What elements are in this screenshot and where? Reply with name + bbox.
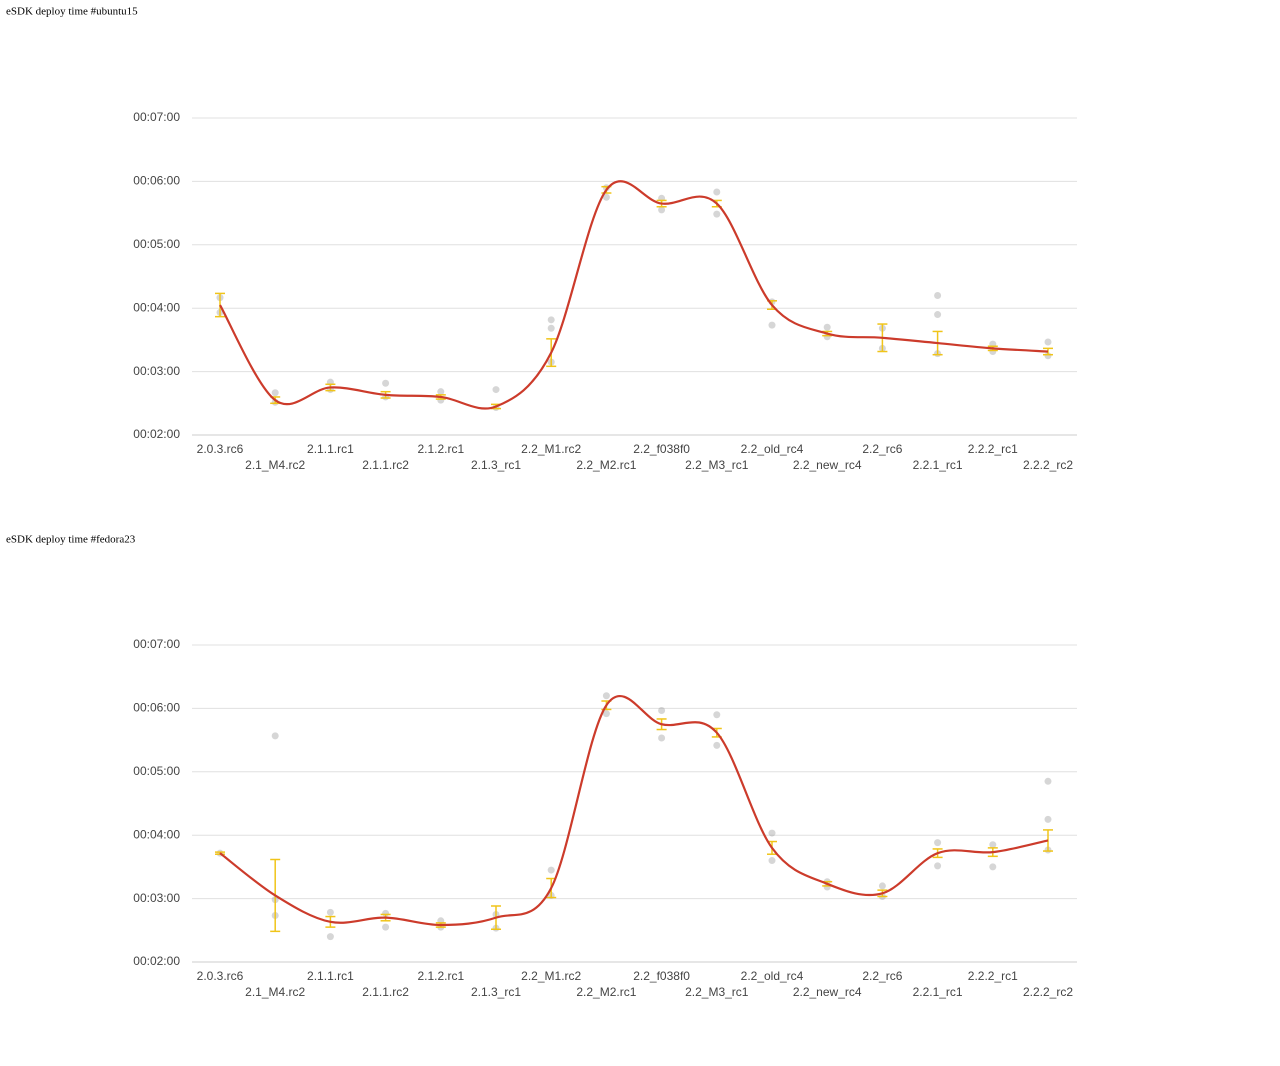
x-tick-label: 2.2_new_rc4: [793, 985, 862, 999]
y-tick-label: 00:02:00: [133, 427, 180, 441]
data-point: [934, 862, 942, 870]
chart-title: eSDK deploy time #fedora23: [6, 534, 136, 546]
x-tick-label: 2.2.2_rc2: [1023, 458, 1073, 472]
data-point: [326, 933, 334, 941]
data-point: [547, 324, 555, 332]
data-point: [878, 882, 886, 890]
data-point: [768, 829, 776, 837]
data-point: [768, 857, 776, 865]
data-point: [658, 206, 666, 214]
data-point: [492, 386, 500, 394]
data-point: [768, 321, 776, 329]
data-point: [547, 866, 555, 874]
data-point: [271, 389, 279, 397]
y-tick-label: 00:06:00: [133, 174, 180, 188]
x-tick-label: 2.2_rc6: [862, 442, 902, 456]
x-tick-label: 2.2_M2.rc1: [576, 458, 636, 472]
x-tick-label: 2.1.2.rc1: [417, 442, 464, 456]
x-tick-label: 2.2.2_rc2: [1023, 985, 1073, 999]
data-point: [382, 923, 390, 931]
mean-line: [219, 180, 1049, 410]
data-point: [934, 311, 942, 319]
data-point: [934, 292, 942, 300]
y-tick-label: 00:04:00: [133, 300, 180, 314]
x-tick-label: 2.2_f038f0: [633, 969, 690, 983]
x-tick-label: 2.1.1.rc2: [362, 458, 409, 472]
data-point: [326, 908, 334, 916]
x-tick-label: 2.2.2_rc1: [968, 969, 1018, 983]
data-point: [713, 741, 721, 749]
x-tick-label: 2.2_M2.rc1: [576, 985, 636, 999]
x-tick-label: 2.0.3.rc6: [197, 442, 244, 456]
x-tick-label: 2.2.1_rc1: [913, 985, 963, 999]
x-tick-label: 2.2.1_rc1: [913, 458, 963, 472]
data-point: [934, 839, 942, 847]
x-tick-label: 2.2_f038f0: [633, 442, 690, 456]
y-tick-label: 00:04:00: [133, 827, 180, 841]
data-point: [382, 379, 390, 387]
data-point: [1044, 815, 1052, 823]
x-tick-label: 2.1.1.rc1: [307, 969, 354, 983]
x-tick-label: 2.2_rc6: [862, 969, 902, 983]
data-point: [989, 841, 997, 849]
y-tick-label: 00:03:00: [133, 364, 180, 378]
data-point: [271, 732, 279, 740]
x-tick-label: 2.1.1.rc2: [362, 985, 409, 999]
data-point: [658, 734, 666, 742]
data-point: [1044, 338, 1052, 346]
data-point: [602, 692, 610, 700]
x-tick-label: 2.2_old_rc4: [741, 969, 804, 983]
x-tick-label: 2.2_M3_rc1: [685, 458, 749, 472]
data-point: [437, 388, 445, 396]
chart-title: eSDK deploy time #ubuntu15: [6, 6, 138, 18]
y-tick-label: 00:03:00: [133, 891, 180, 905]
x-tick-label: 2.2_M1.rc2: [521, 442, 581, 456]
data-point: [713, 711, 721, 719]
data-point: [547, 316, 555, 324]
data-point: [713, 210, 721, 218]
y-tick-label: 00:07:00: [133, 110, 180, 124]
y-tick-label: 00:05:00: [133, 237, 180, 251]
y-tick-label: 00:02:00: [133, 954, 180, 968]
x-tick-label: 2.2.2_rc1: [968, 442, 1018, 456]
data-point: [823, 323, 831, 331]
x-tick-label: 2.2_M1.rc2: [521, 969, 581, 983]
y-tick-label: 00:06:00: [133, 701, 180, 715]
data-point: [1044, 777, 1052, 785]
x-tick-label: 2.0.3.rc6: [197, 969, 244, 983]
x-tick-label: 2.1.3_rc1: [471, 458, 521, 472]
x-tick-label: 2.2_old_rc4: [741, 442, 804, 456]
data-point: [713, 188, 721, 196]
mean-line: [219, 695, 1049, 927]
x-tick-label: 2.2_new_rc4: [793, 458, 862, 472]
data-point: [658, 707, 666, 715]
x-tick-label: 2.1.1.rc1: [307, 442, 354, 456]
data-point: [602, 193, 610, 201]
data-point: [602, 710, 610, 718]
x-tick-label: 2.1.3_rc1: [471, 985, 521, 999]
x-tick-label: 2.1.2.rc1: [417, 969, 464, 983]
x-tick-label: 2.1_M4.rc2: [245, 458, 305, 472]
x-tick-label: 2.2_M3_rc1: [685, 985, 749, 999]
y-tick-label: 00:05:00: [133, 764, 180, 778]
data-point: [989, 863, 997, 871]
y-tick-label: 00:07:00: [133, 637, 180, 651]
x-tick-label: 2.1_M4.rc2: [245, 985, 305, 999]
